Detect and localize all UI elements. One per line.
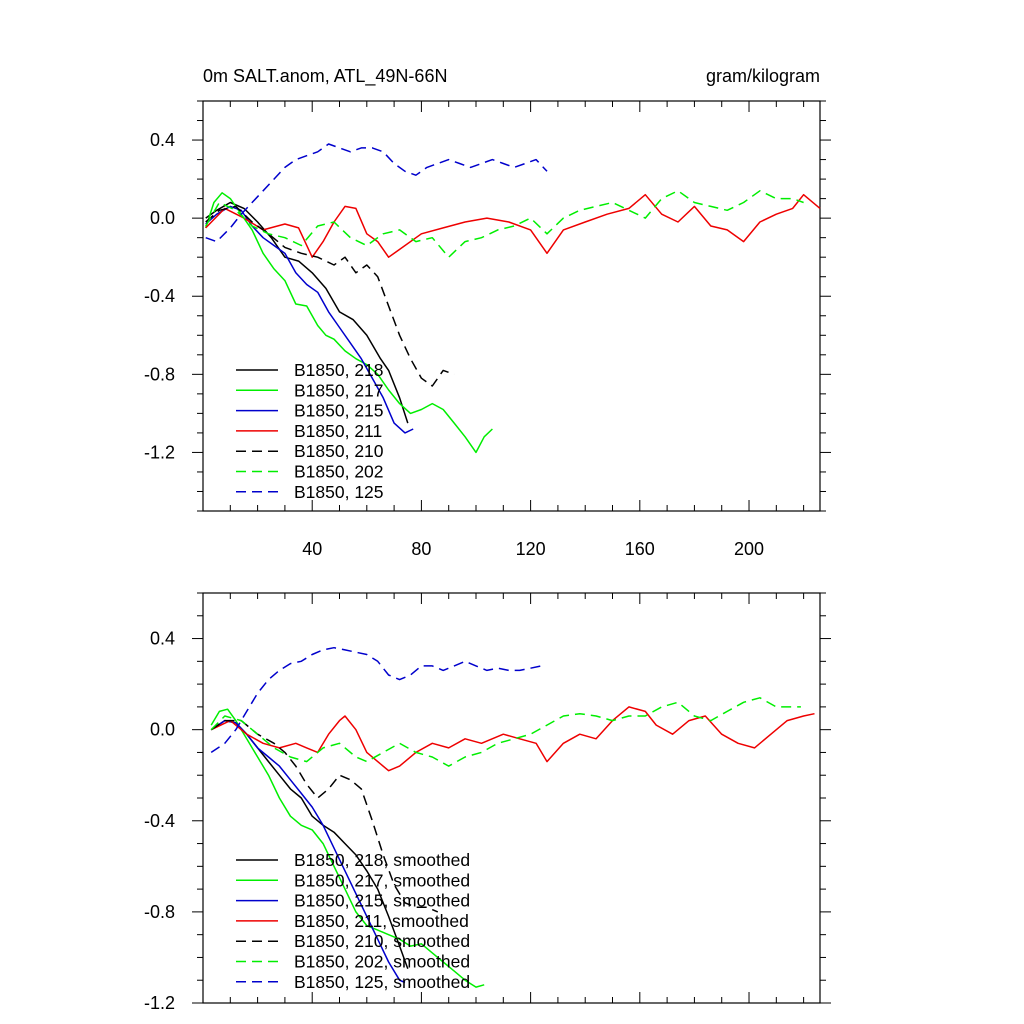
series-line-0 — [205, 201, 409, 424]
plot-frame — [202, 100, 821, 512]
y-tick-label: 0.0 — [150, 208, 175, 228]
bottom-panel: 0.40.0-0.4-0.8-1.2 B1850, 218, smoothedB… — [144, 592, 831, 1013]
y-tick-label: -0.4 — [144, 811, 175, 831]
series-lines — [210, 646, 815, 988]
series-line-3 — [205, 193, 821, 258]
x-tick-label: 120 — [516, 539, 546, 559]
legend-label: B1850, 125 — [294, 482, 384, 502]
axis-ticks — [192, 592, 831, 1004]
legend-label: B1850, 210, smoothed — [294, 931, 470, 951]
axis-ticks — [192, 100, 831, 512]
legend-label: B1850, 217 — [294, 380, 384, 400]
series-line-3 — [210, 706, 815, 772]
legend-label: B1850, 215 — [294, 401, 384, 421]
legend-label: B1850, 202, smoothed — [294, 952, 470, 972]
legend-label: B1850, 211, smoothed — [294, 911, 469, 931]
y-tick-label: -0.4 — [144, 286, 175, 306]
series-line-6 — [210, 646, 542, 754]
x-tick-label: 160 — [625, 539, 655, 559]
y-tick-label: -0.8 — [144, 902, 175, 922]
y-tick-label: 0.4 — [150, 629, 175, 649]
series-line-5 — [205, 190, 804, 258]
y-tick-label: -1.2 — [144, 993, 175, 1013]
legend-label: B1850, 215, smoothed — [294, 891, 470, 911]
series-line-1 — [204, 192, 493, 454]
legend-label: B1850, 218, smoothed — [294, 850, 470, 870]
y-tick-label: -0.8 — [144, 364, 175, 384]
series-line-4 — [205, 205, 455, 387]
legend-label: B1850, 211 — [294, 421, 382, 441]
legend-label: B1850, 210 — [294, 441, 384, 461]
series-lines — [204, 143, 821, 454]
legend-label: B1850, 217, smoothed — [294, 870, 470, 890]
y-axis-labels: 0.4 0.0 -0.4 -0.8 -1.2 — [144, 629, 175, 1013]
series-line-5 — [210, 697, 801, 767]
x-tick-label: 200 — [734, 539, 764, 559]
legend-label: B1850, 218 — [294, 360, 384, 380]
series-line-1 — [210, 708, 485, 988]
chart-units: gram/kilogram — [706, 66, 820, 86]
legend-label: B1850, 202 — [294, 462, 384, 482]
y-tick-label: -1.2 — [144, 442, 175, 462]
series-line-6 — [205, 143, 548, 243]
y-tick-label: 0.0 — [150, 720, 175, 740]
y-tick-label: 0.4 — [150, 130, 175, 150]
top-panel: 0m SALT.anom, ATL_49N-66N gram/kilogram … — [144, 66, 831, 559]
x-tick-label: 80 — [411, 539, 431, 559]
x-tick-label: 40 — [302, 539, 322, 559]
legend-label: B1850, 125, smoothed — [294, 972, 470, 992]
series-line-4 — [210, 719, 439, 913]
y-axis-labels: 0.4 0.0 -0.4 -0.8 -1.2 — [144, 130, 175, 462]
x-axis-labels: 40 80 120 160 200 — [302, 539, 764, 559]
chart-title: 0m SALT.anom, ATL_49N-66N — [203, 66, 447, 87]
